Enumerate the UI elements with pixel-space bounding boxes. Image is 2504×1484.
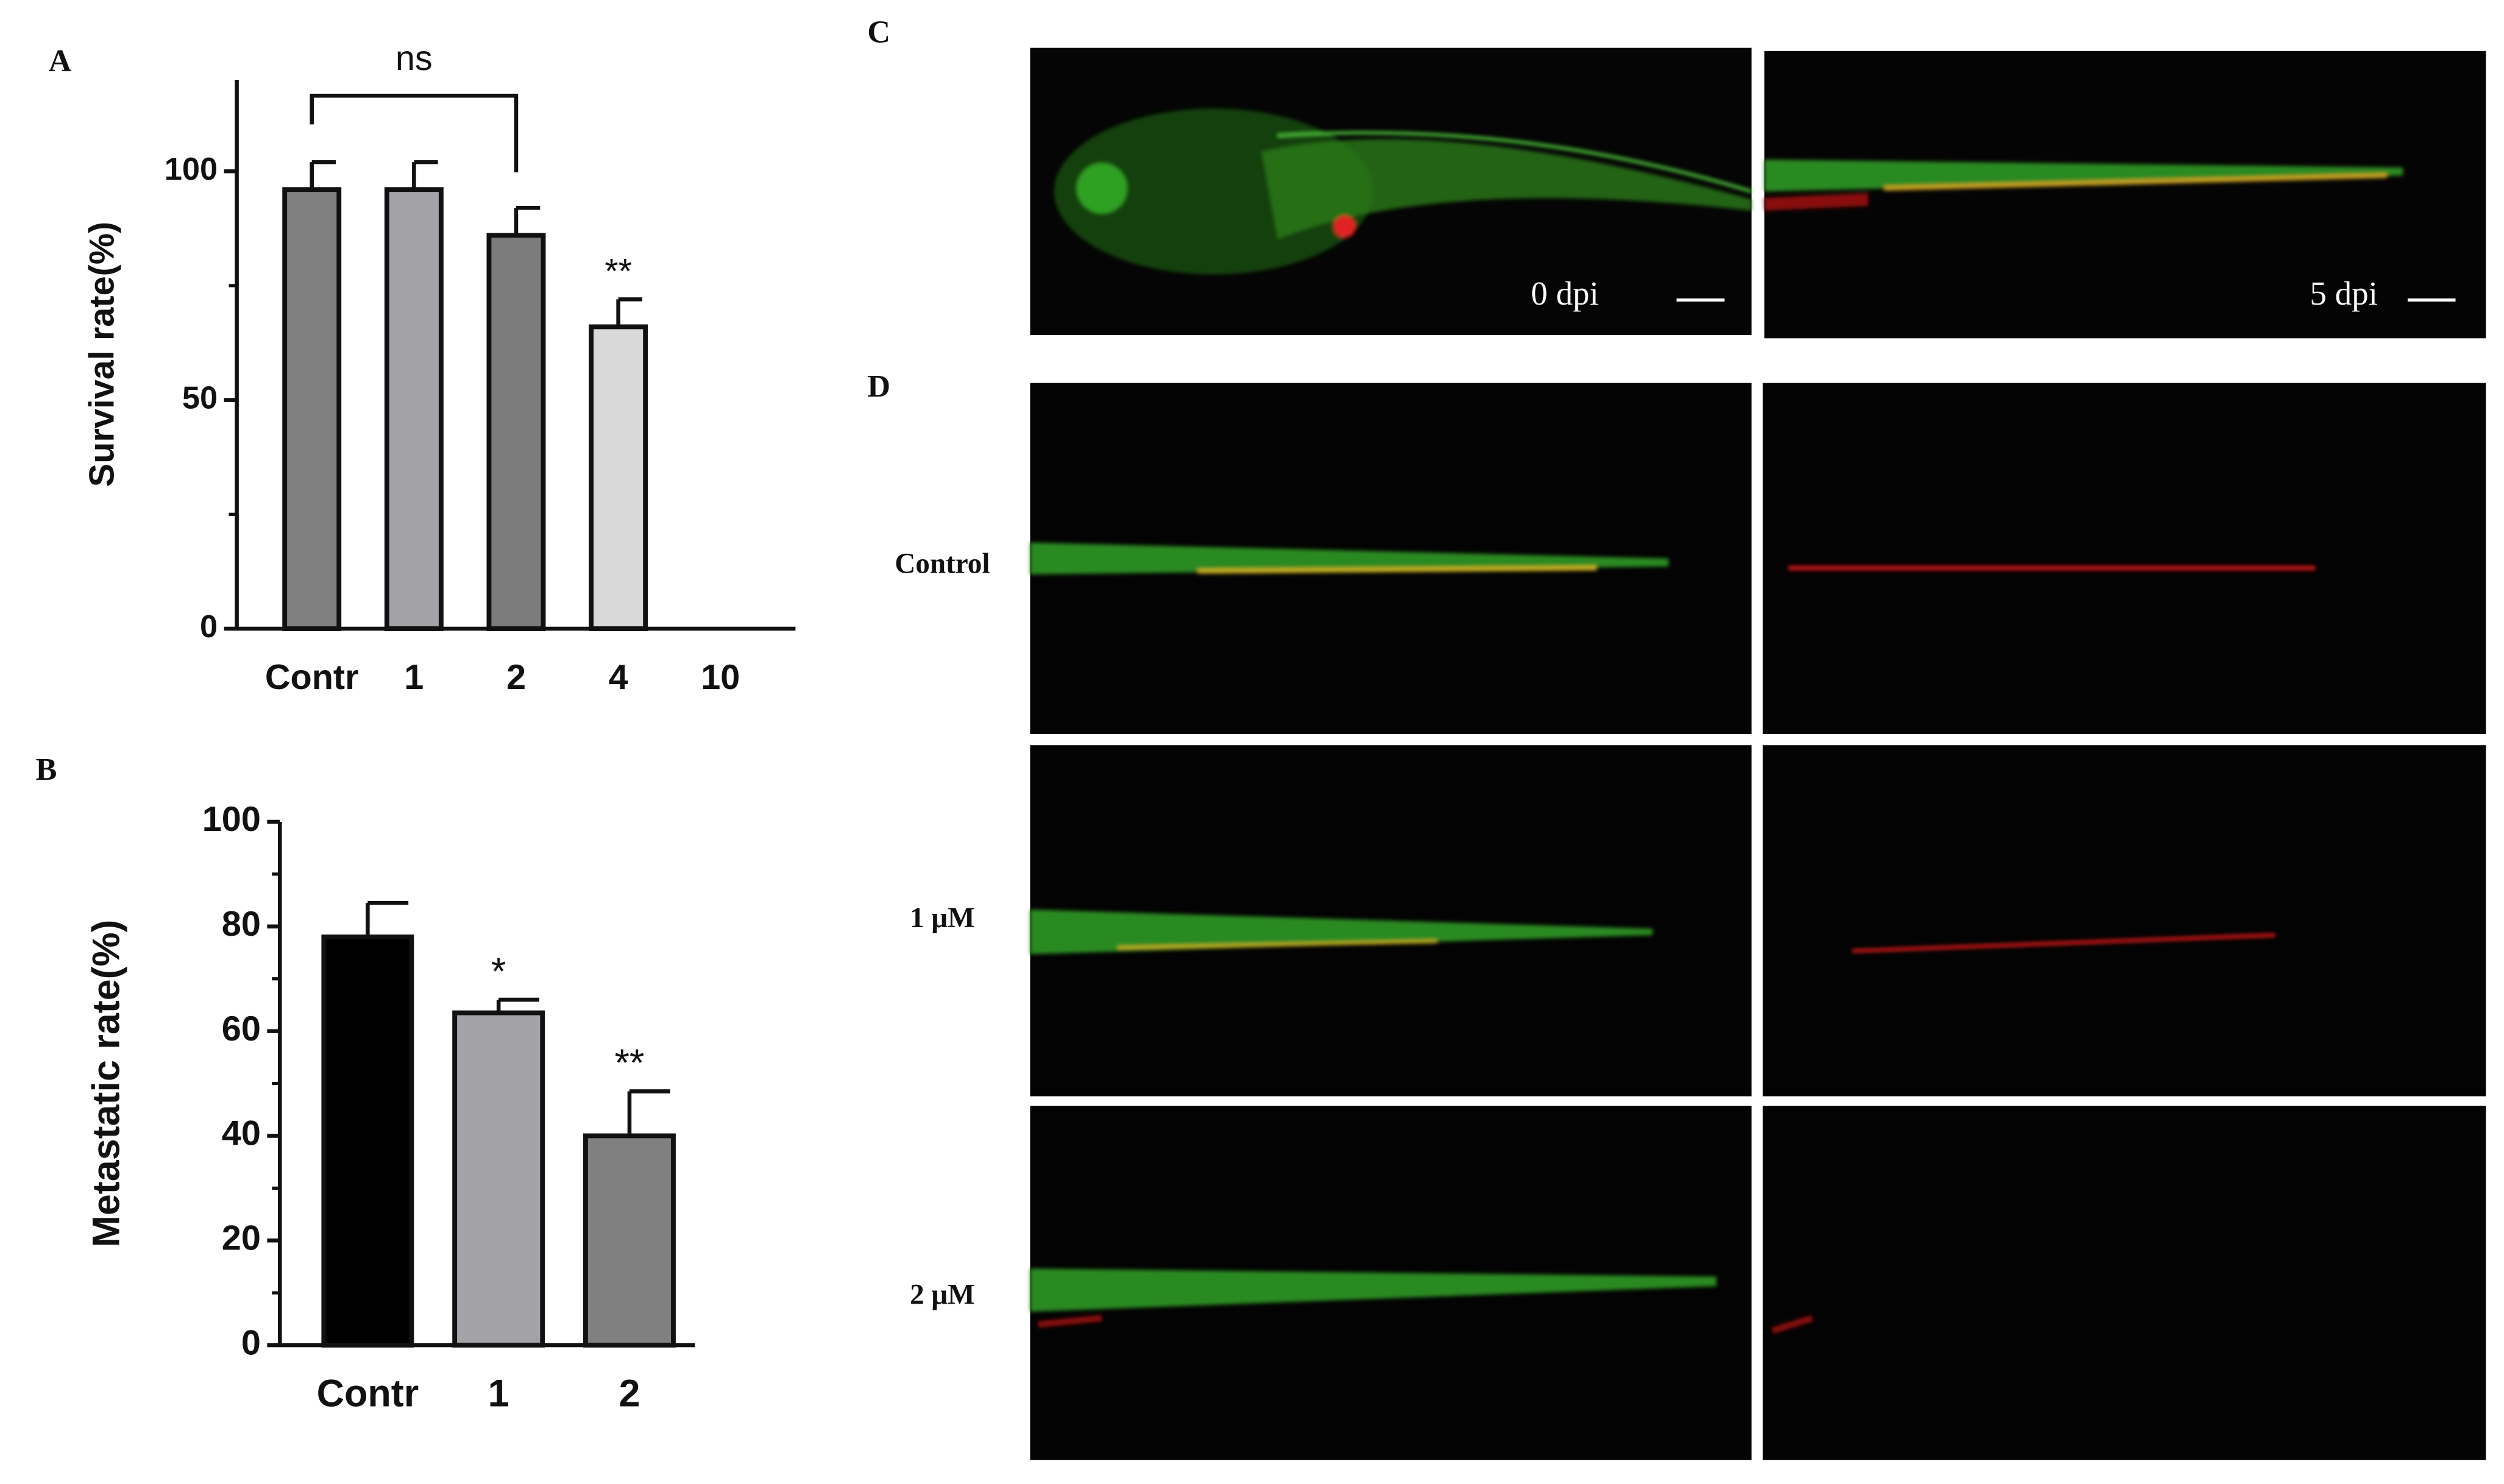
bar xyxy=(589,324,648,631)
y-tick-label: 0 xyxy=(241,1323,261,1362)
y-axis-label: Survival rate(%) xyxy=(82,222,121,487)
time-label: 5 dpi xyxy=(2310,275,2378,312)
panel-label: B xyxy=(36,752,57,787)
panel-label: C xyxy=(867,15,890,50)
y-tick-label: 100 xyxy=(165,152,218,187)
significance: * xyxy=(491,950,506,993)
y-tick-label: 20 xyxy=(222,1219,261,1258)
bracket-label: ns xyxy=(395,39,433,78)
x-tick-label: 10 xyxy=(701,658,740,697)
row-label: Control xyxy=(895,548,990,580)
significance: ** xyxy=(614,1042,644,1084)
x-tick-label: Contr xyxy=(317,1373,419,1415)
y-axis-label: Metastatic rate(%) xyxy=(85,920,128,1248)
time-label: 0 dpi xyxy=(1531,275,1599,312)
image xyxy=(1762,1106,2486,1460)
bar xyxy=(452,1010,545,1348)
bar xyxy=(384,187,444,631)
bar xyxy=(583,1133,676,1348)
panel-label: D xyxy=(867,369,890,404)
bar xyxy=(321,935,414,1348)
y-tick-label: 50 xyxy=(182,380,218,415)
y-tick-label: 60 xyxy=(222,1009,261,1048)
y-tick-label: 100 xyxy=(202,800,261,839)
x-tick-label: 2 xyxy=(506,658,526,697)
row-label: 1 μM xyxy=(910,902,975,934)
y-tick-label: 80 xyxy=(222,905,261,944)
image xyxy=(1764,51,2486,339)
y-tick-label: 0 xyxy=(200,609,218,645)
image xyxy=(1762,383,2486,734)
x-tick-label: 2 xyxy=(619,1373,640,1415)
micrographs: 0 dpi 5 dpi C D Control 1 μM 2 μM xyxy=(867,15,2486,1460)
image xyxy=(1762,745,2486,1097)
fish-tail xyxy=(1030,542,2315,1334)
fish xyxy=(1054,108,1753,275)
fish-tail xyxy=(1764,159,2403,211)
y-tick-label: 40 xyxy=(222,1114,261,1153)
bar xyxy=(282,187,342,631)
bar xyxy=(486,233,546,631)
bracket xyxy=(310,93,519,172)
significance: ** xyxy=(605,252,632,291)
x-tick-label: 4 xyxy=(609,658,628,697)
x-tick-label: 1 xyxy=(404,658,424,697)
x-tick-label: 1 xyxy=(488,1373,509,1415)
row-label: 2 μM xyxy=(910,1279,975,1310)
x-tick-label: Contr xyxy=(265,658,359,697)
panel-label: A xyxy=(49,43,72,79)
